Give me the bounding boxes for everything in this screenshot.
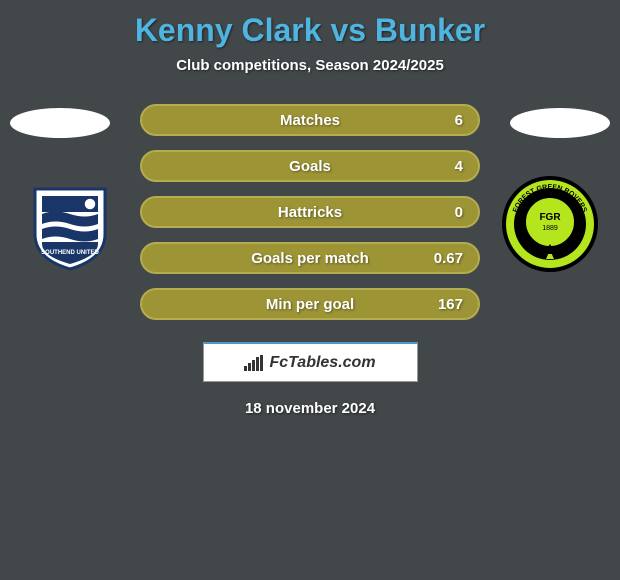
stat-right-value: 6 [455,112,463,129]
stat-label: Matches [280,112,340,129]
page-subtitle: Club competitions, Season 2024/2025 [0,57,620,74]
stat-label: Hattricks [278,204,342,221]
stat-row-goals: Goals 4 [140,150,480,182]
stat-label: Goals per match [251,250,369,267]
player-right-ellipse [510,108,610,138]
chart-icon [244,355,263,371]
stat-right-value: 167 [438,296,463,313]
stat-right-value: 4 [455,158,463,175]
date-text: 18 november 2024 [0,400,620,417]
southend-united-icon: SOUTHEND UNITED [20,174,120,274]
forest-green-rovers-icon: FGR 1889 FOREST GREEN ROVERS [500,174,600,274]
club-logo-left: SOUTHEND UNITED [20,174,120,274]
svg-text:SOUTHEND UNITED: SOUTHEND UNITED [41,250,99,256]
stat-row-hattricks: Hattricks 0 [140,196,480,228]
stat-label: Goals [289,158,331,175]
stat-right-value: 0 [455,204,463,221]
player-left-ellipse [10,108,110,138]
stat-label: Min per goal [266,296,354,313]
branding-badge[interactable]: FcTables.com [203,342,418,382]
stats-container: Matches 6 Goals 4 Hattricks 0 Goals per … [140,104,480,320]
stat-right-value: 0.67 [434,250,463,267]
page-title: Kenny Clark vs Bunker [0,0,620,49]
svg-text:FGR: FGR [539,212,561,223]
svg-text:1889: 1889 [542,225,558,232]
stat-row-goals-per-match: Goals per match 0.67 [140,242,480,274]
stat-row-min-per-goal: Min per goal 167 [140,288,480,320]
branding-text: FcTables.com [269,354,375,372]
club-logo-right: FGR 1889 FOREST GREEN ROVERS [500,174,600,274]
comparison-content: SOUTHEND UNITED FGR 1889 FOREST GREEN RO… [0,104,620,417]
stat-row-matches: Matches 6 [140,104,480,136]
